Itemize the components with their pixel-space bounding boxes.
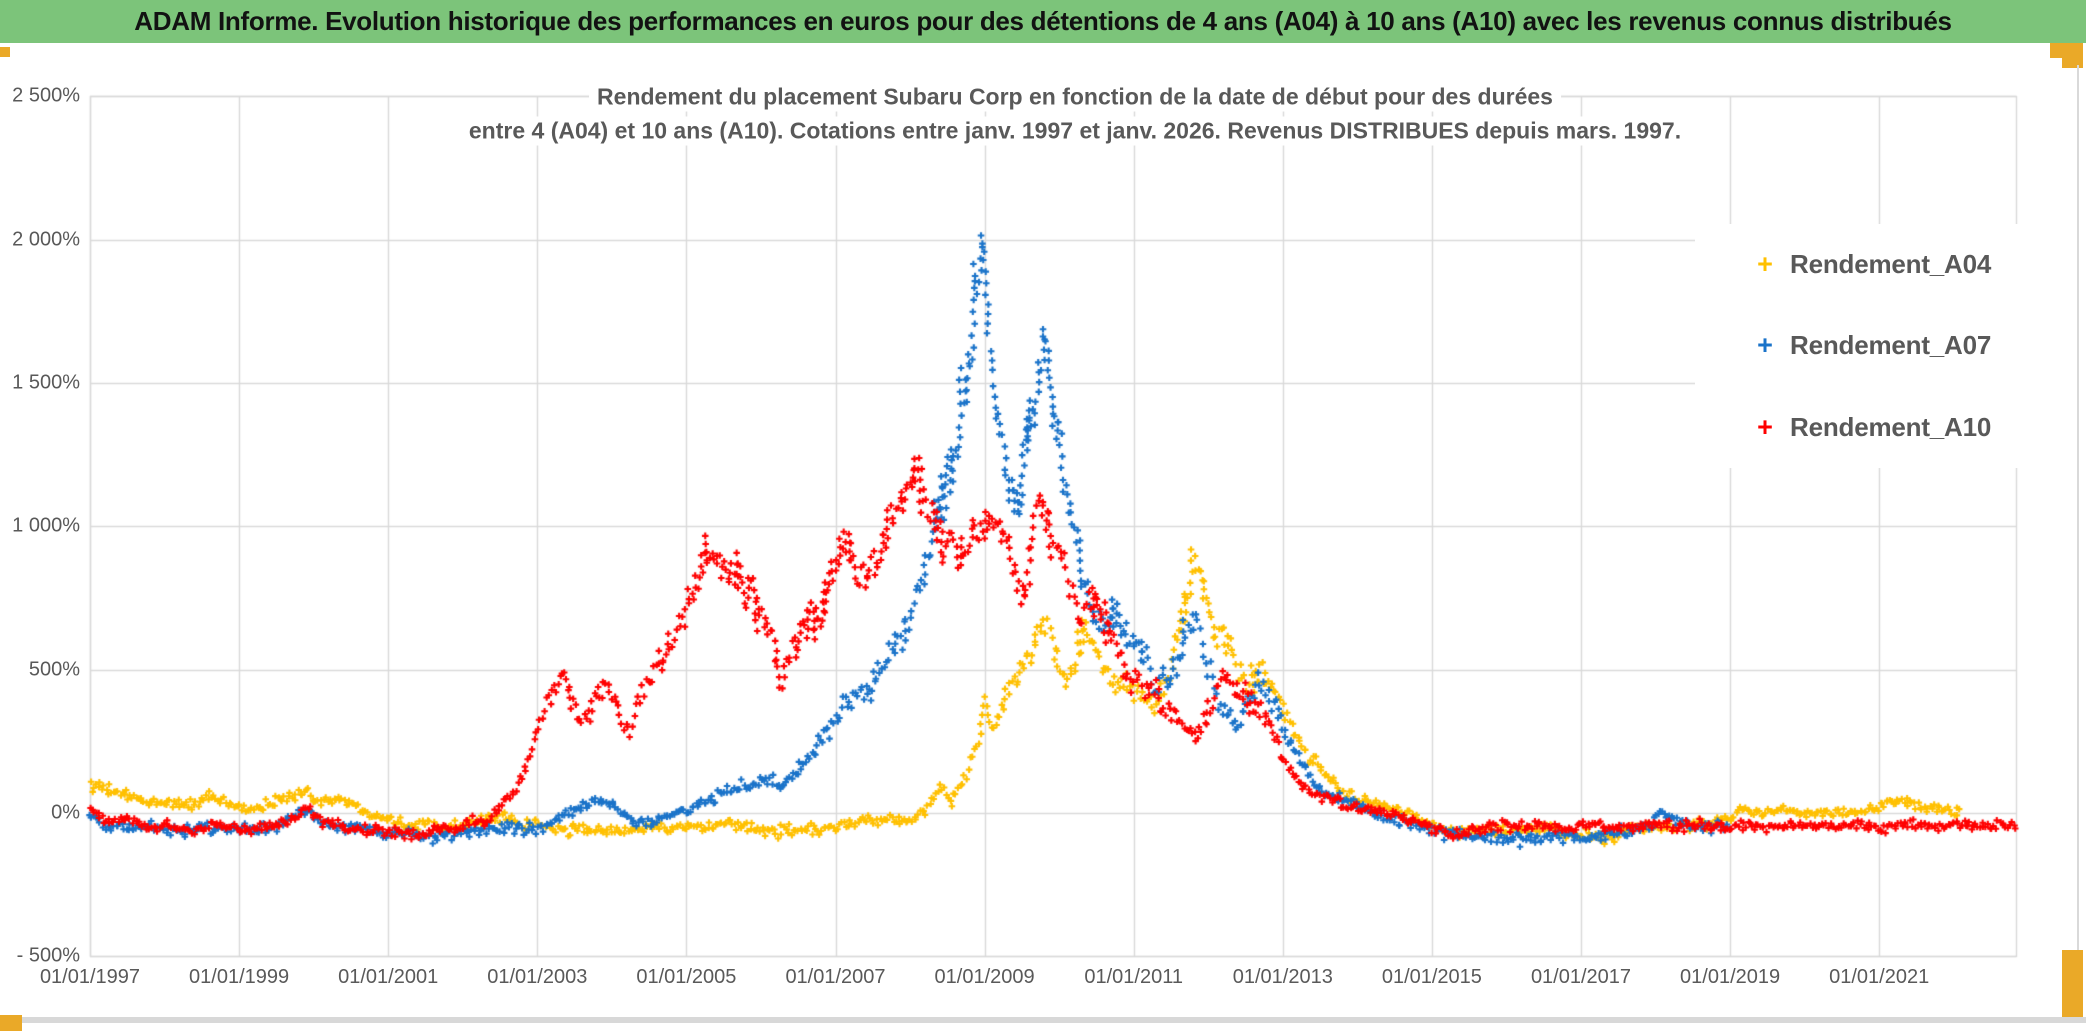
legend-label: Rendement_A04 xyxy=(1790,249,1992,280)
legend-label: Rendement_A10 xyxy=(1790,411,1992,442)
x-tick-label: 01/01/2011 xyxy=(1084,966,1183,988)
chart-area: Rendement du placement Subaru Corp en fo… xyxy=(0,43,2086,1031)
y-tick-label: 2 500% xyxy=(12,84,80,107)
plus-marker-icon: + xyxy=(1757,249,1773,280)
gold-accent-bottom-left xyxy=(0,1015,22,1031)
y-tick-label: 1 000% xyxy=(12,514,80,537)
x-tick-label: 01/01/2017 xyxy=(1530,966,1632,988)
x-tick-label: 01/01/1999 xyxy=(189,966,290,988)
legend-item-a10: + Rendement_A10 xyxy=(1695,412,2075,443)
x-tick-label: 01/01/2005 xyxy=(636,966,737,988)
bottom-border-strip xyxy=(0,1017,2086,1023)
y-tick-label: 2 000% xyxy=(12,228,80,251)
x-tick-label: 01/01/2015 xyxy=(1381,966,1482,988)
x-tick-label: 01/01/2001 xyxy=(338,966,439,988)
x-tick-label: 01/01/2009 xyxy=(934,966,1035,988)
legend-item-a04: + Rendement_A04 xyxy=(1695,249,2075,280)
chart-right-border xyxy=(2077,65,2079,950)
x-tick-label: 01/01/1997 xyxy=(39,966,141,988)
x-tick-label: 01/01/2019 xyxy=(1680,966,1781,988)
x-tick-label: 01/01/2003 xyxy=(487,966,588,988)
x-tick-label: 01/01/2021 xyxy=(1829,966,1930,988)
y-tick-label: 1 500% xyxy=(12,371,80,394)
y-tick-label: 0% xyxy=(51,801,80,824)
y-tick-label: 500% xyxy=(28,658,80,681)
gold-strip-right xyxy=(2062,43,2083,68)
chart-title-line2: entre 4 (A04) et 10 ans (A10). Cotations… xyxy=(460,116,1690,146)
chart-title-line1: Rendement du placement Subaru Corp en fo… xyxy=(589,82,1561,112)
banner-title: ADAM Informe. Evolution historique des p… xyxy=(0,0,2086,43)
legend-item-a07: + Rendement_A07 xyxy=(1695,330,2075,361)
plus-marker-icon: + xyxy=(1757,330,1773,361)
y-tick-label: - 500% xyxy=(16,944,80,967)
gold-accent-top-left xyxy=(0,47,10,57)
x-tick-label: 01/01/2007 xyxy=(785,966,886,988)
legend: + Rendement_A04 + Rendement_A07 + Rendement_A… xyxy=(1695,224,2075,468)
legend-label: Rendement_A07 xyxy=(1790,330,1992,361)
gold-strip-bottom-right xyxy=(2062,950,2083,1018)
scatter-plot-canvas xyxy=(0,43,2086,1031)
plus-marker-icon: + xyxy=(1757,411,1773,442)
x-tick-label: 01/01/2013 xyxy=(1232,966,1333,988)
